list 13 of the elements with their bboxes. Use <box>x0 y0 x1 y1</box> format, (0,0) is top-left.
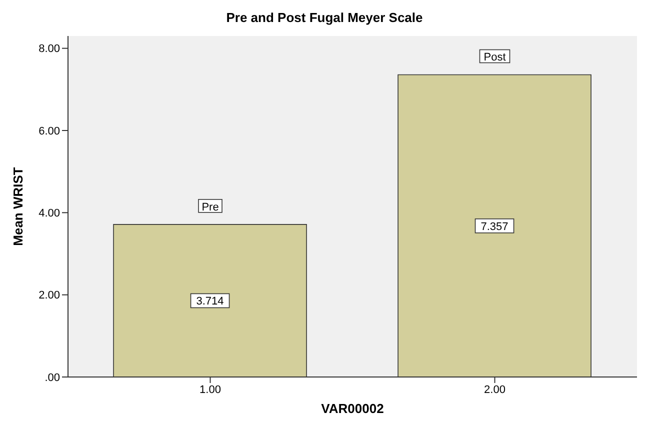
annotation: Post <box>484 52 506 64</box>
y-tick-label: 8.00 <box>38 43 60 56</box>
y-tick-label: .00 <box>44 372 60 384</box>
y-tick-label: 4.00 <box>38 208 60 220</box>
annotation: Pre <box>202 201 219 214</box>
x-axis-title: VAR00002 <box>321 401 384 416</box>
x-tick-label: 1.00 <box>200 384 221 396</box>
y-tick-label: 6.00 <box>38 125 60 138</box>
data-label: 3.714 <box>196 296 224 308</box>
y-axis-title: Mean WRIST <box>10 167 26 246</box>
data-label: 7.357 <box>480 220 508 233</box>
y-tick-label: 2.00 <box>38 290 60 302</box>
chart-title: Pre and Post Fugal Meyer Scale <box>225 9 424 27</box>
